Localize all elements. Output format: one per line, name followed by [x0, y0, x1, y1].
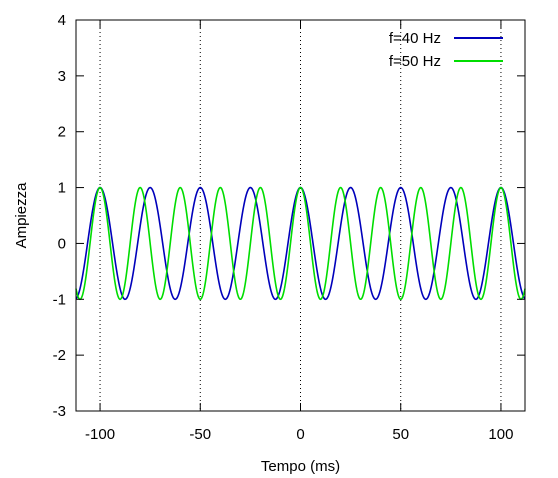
- y-axis-label: Ampiezza: [13, 182, 30, 249]
- series-line-1: [75, 186, 526, 301]
- x-tick-label-2: 0: [296, 426, 304, 443]
- x-axis-label: Tempo (ms): [261, 458, 340, 475]
- y-tick-label-3: 0: [58, 235, 66, 252]
- y-tick-label-4: 1: [58, 180, 66, 197]
- tick-labels: -100 -50 0 50 100 -3 -2 -1 0 1 2 3 4: [53, 12, 514, 443]
- x-tick-label-1: -50: [189, 426, 211, 443]
- y-tick-label-7: 4: [58, 12, 66, 29]
- x-tick-label-0: -100: [85, 426, 115, 443]
- grid-lines: [99, 20, 502, 411]
- x-tick-label-4: 100: [488, 426, 513, 443]
- axis-ticks: [76, 19, 525, 412]
- y-tick-label-0: -3: [53, 403, 66, 420]
- series-lines: [75, 186, 526, 301]
- y-tick-label-2: -1: [53, 291, 66, 308]
- legend: f=40 Hz f=50 Hz: [389, 30, 503, 70]
- legend-label-f40: f=40 Hz: [389, 30, 441, 47]
- y-tick-label-1: -2: [53, 347, 66, 364]
- y-tick-label-6: 3: [58, 68, 66, 85]
- y-tick-label-5: 2: [58, 124, 66, 141]
- x-tick-label-3: 50: [392, 426, 409, 443]
- legend-label-f50: f=50 Hz: [389, 53, 441, 70]
